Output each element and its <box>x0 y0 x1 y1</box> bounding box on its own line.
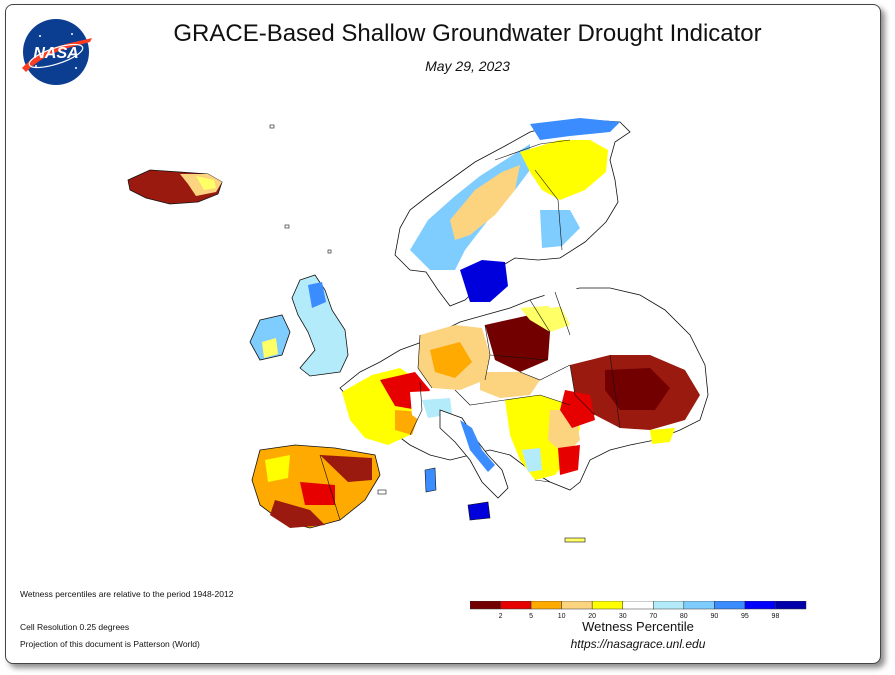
legend-bin <box>683 601 715 610</box>
legend-tick-label: 98 <box>772 613 780 620</box>
legend-bin <box>561 601 593 610</box>
legend-bin <box>530 601 562 610</box>
legend-bin <box>591 601 623 610</box>
source-url[interactable]: https://nasagrace.unl.edu <box>570 637 706 651</box>
period-note: Wetness percentiles are relative to the … <box>20 589 234 599</box>
great-britain <box>291 274 349 377</box>
legend-bin <box>775 601 807 610</box>
nasa-logo-text: NASA <box>33 45 78 62</box>
legend-tick-label: 95 <box>741 613 749 620</box>
projection-note: Projection of this document is Patterson… <box>20 639 200 649</box>
legend-tick-label: 30 <box>619 613 627 620</box>
map-date: May 29, 2023 <box>425 58 510 74</box>
ireland <box>249 314 291 361</box>
legend-bin <box>470 601 501 610</box>
nasa-logo: NASA <box>22 19 92 85</box>
legend-tick-label: 10 <box>558 613 566 620</box>
legend-tick-label: 2 <box>499 613 503 620</box>
legend-bin <box>500 601 532 610</box>
legend-colorbar: 2 5 10 20 30 70 80 90 95 98 <box>470 601 807 620</box>
legend-bin <box>653 601 685 610</box>
legend-tick-label: 20 <box>588 613 596 620</box>
legend-tick-label: 80 <box>680 613 688 620</box>
map-title: GRACE-Based Shallow Groundwater Drought … <box>173 20 762 47</box>
resolution-note: Cell Resolution 0.25 degrees <box>20 622 130 632</box>
legend-title: Wetness Percentile <box>582 619 694 634</box>
legend-tick-label: 90 <box>710 613 718 620</box>
legend-bin <box>744 601 776 610</box>
legend-bin <box>622 601 654 610</box>
legend-bin <box>714 601 746 610</box>
legend-tick-label: 5 <box>529 613 533 620</box>
legend-tick-label: 70 <box>649 613 657 620</box>
europe-drought-map <box>127 118 709 543</box>
